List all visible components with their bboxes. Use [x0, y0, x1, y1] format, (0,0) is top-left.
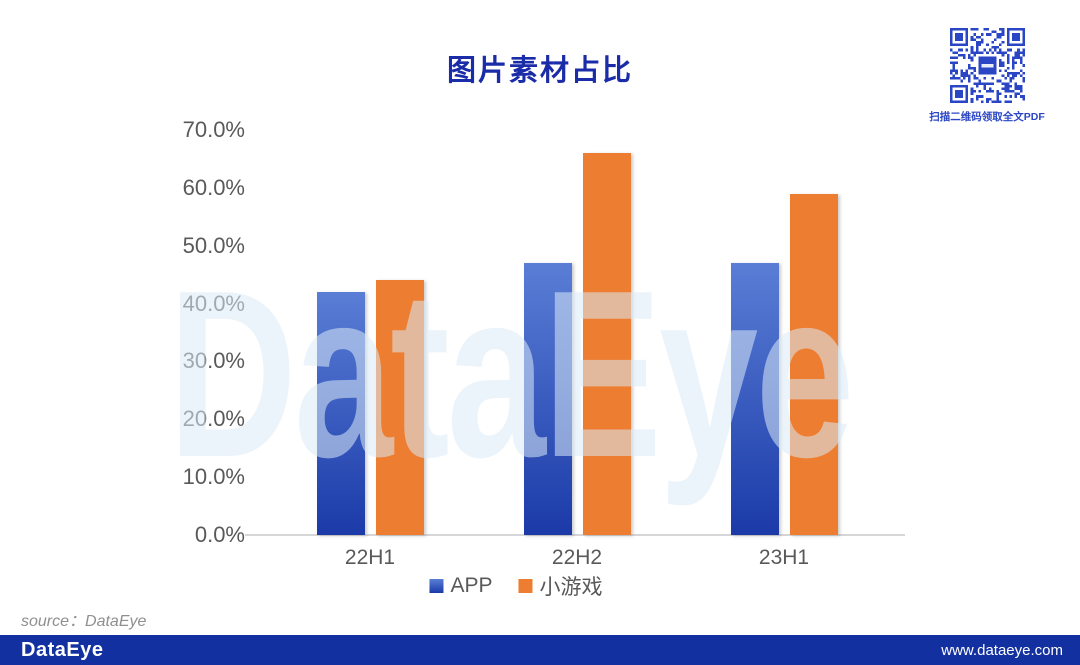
- legend-item-app: APP: [429, 571, 493, 601]
- bar-minigame-23H1: [789, 193, 838, 535]
- bar-minigame-22H2: [582, 153, 631, 535]
- bar-app-23H1: [730, 263, 779, 535]
- source-note: source：DataEye: [21, 613, 147, 630]
- y-axis-label: 70.0%: [182, 117, 245, 142]
- footer-url: www.dataeye.com: [941, 641, 1063, 659]
- qr-code-icon: [949, 28, 1025, 103]
- bar-app-22H2: [523, 263, 572, 535]
- legend-swatch-icon: [429, 579, 444, 593]
- chart-title: 图片素材占比: [446, 55, 633, 87]
- x-axis-label: 22H1: [344, 546, 396, 569]
- legend-label: 小游戏: [539, 576, 603, 599]
- qr-caption: 扫描二维码领取全文PDF: [929, 111, 1045, 123]
- x-axis-label: 23H1: [758, 546, 810, 569]
- legend-item-minigame: 小游戏: [518, 571, 603, 601]
- y-axis-label: 60.0%: [182, 174, 245, 200]
- y-axis-label: 20.0%: [182, 406, 245, 432]
- x-axis-label: 22H2: [551, 546, 603, 569]
- x-axis-line: [245, 534, 905, 536]
- dataeye-logo: DataEye: [21, 638, 104, 661]
- legend-label: APP: [450, 574, 493, 597]
- y-axis-label: 30.0%: [182, 348, 245, 374]
- legend-swatch-icon: [518, 579, 533, 593]
- y-axis-label: 50.0%: [182, 232, 245, 258]
- qr-block: 扫描二维码领取全文PDF: [929, 28, 1045, 123]
- y-axis-label: 0.0%: [194, 522, 245, 547]
- y-axis-label: 10.0%: [182, 464, 245, 490]
- bar-app-22H1: [316, 292, 365, 535]
- chart-legend: APP 小游戏: [429, 571, 603, 601]
- footer-bar: DataEye www.dataeye.com: [0, 635, 1080, 665]
- y-axis-label: 40.0%: [182, 290, 245, 316]
- bar-minigame-22H1: [375, 280, 424, 535]
